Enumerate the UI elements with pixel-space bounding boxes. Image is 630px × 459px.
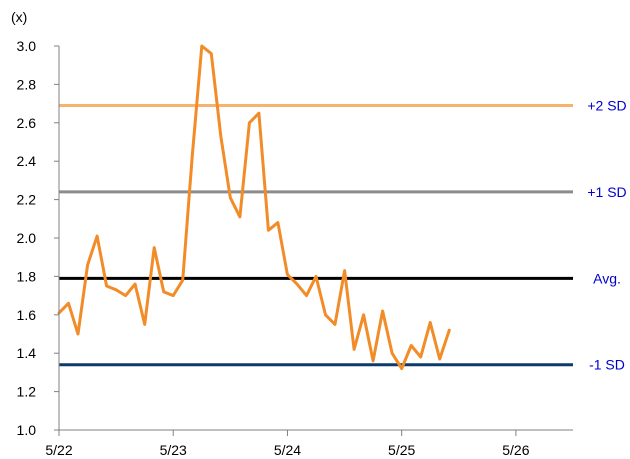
y-tick-label: 1.6 [17,307,37,323]
series-point [438,358,441,360]
series-point [124,294,127,297]
series-point [448,329,451,331]
x-axis-ticks: 5/22 5/23 5/24 5/25 5/26 [45,430,530,458]
x-tick-label: 5/23 [160,442,187,458]
series-point [410,344,412,347]
series-point [115,289,117,291]
reference-label-1: +1 SD [587,184,626,200]
series-point [277,221,279,224]
y-tick-label: 2.8 [17,76,37,92]
y-tick-label: 1.8 [17,268,37,284]
x-tick-label: 5/25 [388,442,415,458]
y-tick-label: 3.0 [17,38,37,54]
reference-lines [59,104,573,367]
series-point [220,135,222,138]
series-point [267,229,270,232]
y-tick-label: 1.0 [17,422,37,438]
x-tick-label: 5/26 [502,442,529,458]
y-tick-label: 2.0 [17,230,37,246]
series-point [67,302,70,305]
series-point [381,310,384,312]
series-layer [57,44,451,371]
series-point [286,273,289,276]
series-point [258,112,260,114]
series-point [334,323,336,326]
y-unit-label: (x) [11,9,27,25]
series-point [400,367,403,370]
series-point [248,122,251,124]
series-point [229,196,232,199]
series-point [239,216,241,218]
series-point [153,246,155,249]
series-point [419,356,422,358]
series-point [296,283,298,285]
series-point [191,154,194,157]
series-point [429,321,432,324]
series-point [372,360,374,362]
series-point [96,235,98,237]
series-point [181,279,184,282]
reference-label-0: +2 SD [587,98,626,114]
series-point [77,333,79,335]
y-tick-label: 2.2 [17,192,37,208]
reference-label-3: -1 SD [589,357,625,373]
series-point [143,323,146,326]
series-point [105,285,108,287]
series-point [210,52,213,55]
y-tick-label: 2.4 [17,153,37,169]
series-point [324,314,327,316]
y-axis-ticks: 1.0 1.2 1.4 1.6 1.8 2.0 2.2 2.4 2.6 2.8 3.0 [17,38,59,438]
series-line-0 [57,44,451,371]
y-tick-label: 1.4 [17,345,37,361]
reference-label-2: Avg. [593,270,621,286]
series-point [315,275,317,278]
series-point [86,264,89,266]
series-point [162,290,165,293]
series-point [172,294,175,297]
x-tick-label: 5/22 [45,442,72,458]
series-point [343,269,346,272]
axes [58,46,573,431]
series-point [391,352,393,355]
series-point [305,294,308,297]
x-tick-label: 5/24 [274,442,301,458]
series-point [362,314,365,316]
series-point [134,283,136,285]
y-tick-label: 2.6 [17,115,37,131]
series-point [353,348,355,351]
reference-labels: +2 SD +1 SD Avg. -1 SD [587,98,626,373]
y-tick-label: 1.2 [17,384,37,400]
series-point [200,45,203,47]
